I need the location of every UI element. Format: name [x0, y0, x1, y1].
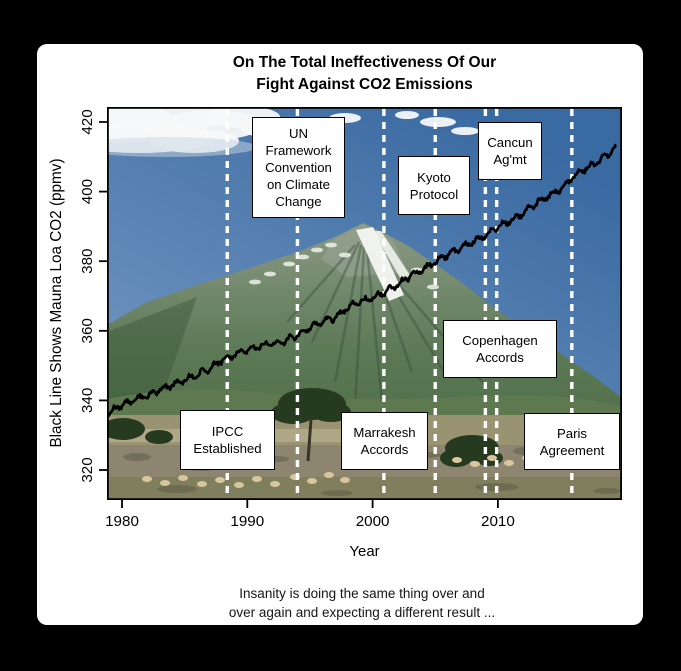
event-box-kyoto-protocol: Kyoto Protocol	[398, 156, 470, 215]
caption: Insanity is doing the same thing over an…	[72, 584, 643, 622]
event-box-line: on Climate	[266, 177, 331, 192]
event-box-line: Marrakesh	[353, 425, 416, 440]
cloud-puff	[420, 117, 456, 127]
x-tick-label: 1990	[230, 513, 264, 530]
event-box-line: Cancun	[487, 135, 533, 150]
speckle	[593, 488, 621, 494]
event-box-line: UN	[288, 126, 309, 141]
chart-title-line1: On The Total Ineffectiveness Of Our	[232, 54, 497, 71]
cloud-puff	[395, 111, 419, 119]
sheep	[160, 480, 170, 486]
event-box-marrakesh-accords: Marrakesh Accords	[341, 412, 428, 470]
sheep	[142, 476, 152, 482]
sheep	[234, 482, 244, 488]
sheep	[270, 481, 280, 487]
sheep	[470, 461, 480, 467]
chart-title-line2: Fight Against CO2 Emissions	[256, 76, 473, 93]
slope-shadow	[107, 297, 197, 422]
event-box-line: Framework	[265, 143, 332, 158]
event-box-line: Change	[275, 194, 322, 209]
plot-area: 1980 1990 2000 2010 320 340 360 380 400 420 Black …	[48, 106, 623, 530]
plot-border	[106, 106, 623, 501]
ravine	[365, 248, 385, 413]
event-box-line: IPCC	[211, 424, 244, 439]
y-axis-label: Black Line Shows Mauna Loa CO2 (ppmv)	[48, 158, 65, 447]
caption-line2: over again and expecting a different res…	[228, 605, 496, 620]
caption-line1: Insanity is doing the same thing over an…	[239, 586, 485, 601]
snow-fleck	[325, 242, 337, 248]
snow-fleck	[427, 284, 439, 290]
event-box-line: Copenhagen	[462, 333, 538, 348]
event-box-line: Established	[193, 441, 262, 456]
event-box-line: Accords	[360, 442, 409, 457]
cloud-shadow	[107, 137, 257, 157]
snow-streak	[356, 227, 404, 301]
event-box-copenhagen-accords: Copenhagen Accords	[443, 320, 557, 378]
x-tick-label: 2000	[356, 513, 390, 530]
sheep	[215, 477, 225, 483]
event-box-line: Agreement	[539, 442, 605, 458]
chart-title: On The Total Ineffectiveness Of Our Figh…	[107, 52, 622, 96]
sheep	[252, 476, 262, 482]
event-box-ipcc-established: IPCC Established	[180, 410, 275, 470]
sheep	[340, 477, 350, 483]
speckle	[321, 490, 353, 496]
y-tick-label: 320	[79, 457, 96, 482]
snow-fleck	[283, 261, 295, 267]
bush	[145, 430, 173, 444]
tree-trunk	[306, 418, 313, 462]
co2-series	[107, 143, 617, 418]
y-tick-label: 380	[79, 249, 96, 274]
cloud-puff	[451, 127, 479, 135]
event-box-line: Ag'mt	[493, 152, 527, 167]
snow-fleck	[311, 247, 323, 253]
x-tick-label: 1980	[105, 513, 139, 530]
ravine	[333, 244, 363, 383]
trees	[107, 388, 503, 467]
event-box-cancun-ag-mt: Cancun Ag'mt	[478, 122, 542, 180]
sheep	[452, 457, 462, 463]
sheep	[197, 481, 207, 487]
figure-card: On The Total Ineffectiveness Of Our Figh…	[37, 44, 643, 625]
event-box-line: Paris	[556, 425, 588, 441]
y-tick-label: 360	[79, 318, 96, 343]
sheep	[178, 475, 188, 481]
snow-fleck	[339, 252, 351, 258]
event-box-line: Protocol	[409, 186, 459, 202]
x-axis-label: Year	[349, 543, 380, 560]
bush	[107, 418, 145, 440]
sheep	[487, 455, 497, 461]
tree-canopy	[271, 402, 315, 424]
event-box-un-framework-convention-on-climate-change: UN Framework Convention on Climate Change	[252, 117, 345, 218]
co2-line	[107, 143, 617, 418]
sheep	[324, 472, 334, 478]
y-tick-label: 400	[79, 179, 96, 204]
snow-fleck	[297, 254, 309, 260]
sheep	[307, 478, 317, 484]
event-box-line: Convention	[265, 160, 332, 175]
ravine	[353, 246, 366, 408]
y-tick-label: 420	[79, 109, 96, 134]
axes: 1980 1990 2000 2010 320 340 360 380 400 420 Black …	[48, 106, 623, 530]
snow-fleck	[249, 279, 261, 285]
speckle	[123, 453, 151, 461]
speckle	[157, 485, 197, 493]
y-tick-label: 340	[79, 388, 96, 413]
event-box-line: Kyoto	[417, 169, 451, 185]
snow-fleck	[264, 271, 276, 277]
x-tick-label: 2010	[481, 513, 515, 530]
sheep	[504, 460, 514, 466]
event-box-line: Accords	[476, 350, 524, 365]
event-box-paris-agreement: Paris Agreement	[524, 413, 620, 470]
